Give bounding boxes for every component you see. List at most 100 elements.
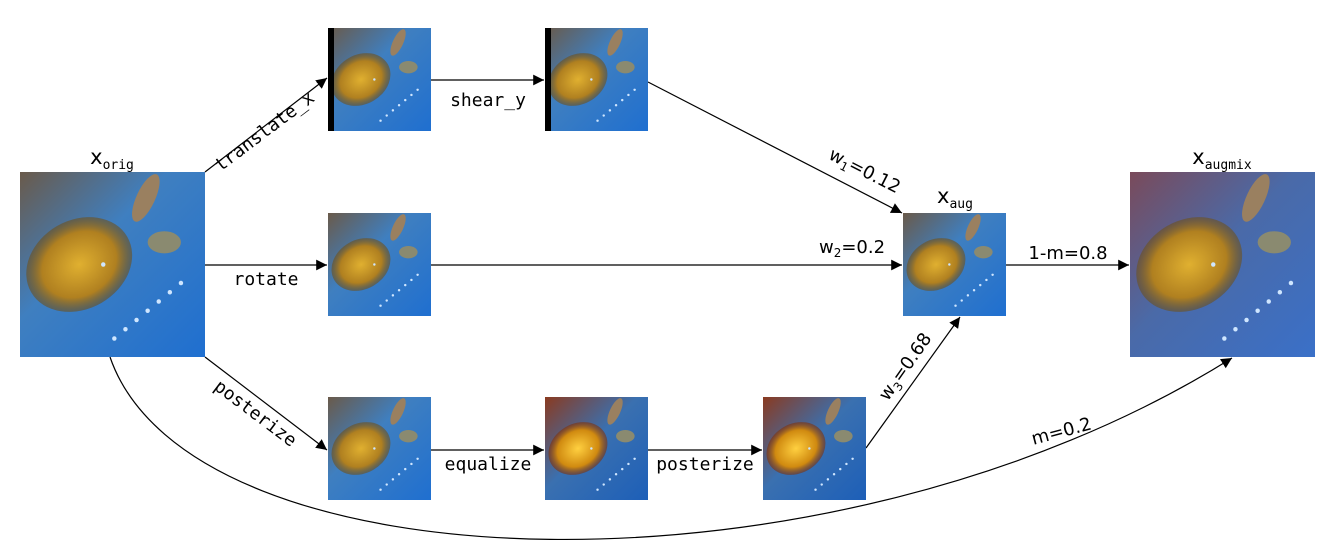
fish [596, 119, 599, 122]
fish [145, 308, 150, 313]
fish [832, 473, 836, 476]
turtle-flipper [390, 214, 406, 241]
fish [410, 93, 413, 97]
fish [379, 488, 382, 491]
fish [1233, 327, 1238, 332]
turtle-flipper [825, 398, 841, 425]
turtle-head [974, 245, 993, 259]
fish [410, 278, 413, 282]
turtle-shell [766, 422, 826, 475]
fish [373, 447, 376, 450]
fish [820, 483, 823, 486]
fish [960, 299, 963, 302]
fish [1244, 317, 1249, 323]
fish [167, 290, 173, 295]
shift-bar [545, 28, 551, 131]
op-label: rotate [233, 269, 298, 290]
image-thumbnail [328, 397, 431, 500]
fish [1288, 280, 1294, 286]
fish [602, 483, 605, 486]
shift-bar [328, 28, 334, 131]
fish [948, 263, 951, 266]
op-label: translate_x [211, 87, 319, 176]
fish [590, 78, 593, 81]
fish [808, 447, 811, 450]
fish [391, 109, 395, 112]
op-label: posterize [656, 454, 754, 475]
fish [608, 478, 612, 481]
turtle-flipper [390, 398, 406, 425]
fish [590, 447, 593, 450]
weight-value: =0.12 [845, 154, 904, 198]
fish [1222, 336, 1227, 341]
fish [410, 462, 413, 466]
weight-sub: 2 [834, 246, 842, 260]
image-thumbnail [903, 213, 1006, 316]
fish [404, 98, 407, 102]
node-base: x [90, 145, 102, 169]
weight-value: =0.68 [887, 329, 936, 386]
fish [1211, 262, 1216, 267]
fish [608, 109, 612, 112]
node-base: x [937, 184, 949, 208]
turtle-head [1257, 231, 1291, 254]
turtle-shell [26, 217, 133, 312]
fish [416, 273, 419, 277]
node-sub: aug [949, 197, 972, 212]
image-thumbnail [1130, 172, 1315, 357]
fish [112, 336, 117, 341]
fish [621, 98, 624, 102]
fish [178, 280, 184, 286]
turtle-head [616, 429, 635, 443]
fish [627, 462, 630, 466]
fish [851, 457, 854, 461]
fish [1277, 290, 1283, 295]
fish [1266, 299, 1271, 304]
fish [614, 473, 618, 476]
weight-value: =0.2 [841, 237, 885, 258]
op-label: equalize [445, 454, 532, 475]
turtle-head [834, 429, 853, 443]
turtle-shell [331, 53, 391, 106]
fish [627, 93, 630, 97]
weight-label: w2=0.2 [819, 237, 885, 260]
turtle-flipper [390, 29, 406, 56]
fish [123, 327, 128, 332]
turtle-head [399, 429, 418, 443]
fish [404, 467, 407, 471]
node-sub: augmix [1205, 158, 1252, 173]
fish [391, 478, 395, 481]
mix-label: 1-m=0.8 [1028, 243, 1107, 264]
weight-base: w [819, 237, 834, 258]
images [20, 28, 1315, 500]
turtle-head [147, 231, 181, 254]
fish [633, 457, 636, 461]
image-thumbnail [545, 397, 648, 500]
turtle-flipper [607, 398, 623, 425]
fish [397, 104, 401, 107]
turtle-shell [906, 238, 966, 291]
image-thumbnail [328, 28, 431, 131]
fish [954, 304, 957, 307]
fish [614, 104, 618, 107]
node-sub: orig [103, 158, 134, 173]
op-label: posterize [210, 376, 301, 451]
fish [385, 483, 388, 486]
image-thumbnail [545, 28, 648, 131]
fish [814, 488, 817, 491]
fish [845, 462, 848, 466]
fish [416, 457, 419, 461]
fish [379, 119, 382, 122]
turtle-flipper [1242, 174, 1270, 222]
fish [972, 289, 976, 292]
node-label: xaug [937, 184, 973, 212]
fish [839, 467, 842, 471]
fish [156, 299, 161, 304]
node-label: xorig [90, 145, 134, 173]
fish [385, 299, 388, 302]
fish [596, 488, 599, 491]
edge [109, 356, 1233, 541]
node-label: xaugmix [1192, 145, 1252, 173]
turtle-head [616, 60, 635, 74]
turtle-shell [548, 53, 608, 106]
